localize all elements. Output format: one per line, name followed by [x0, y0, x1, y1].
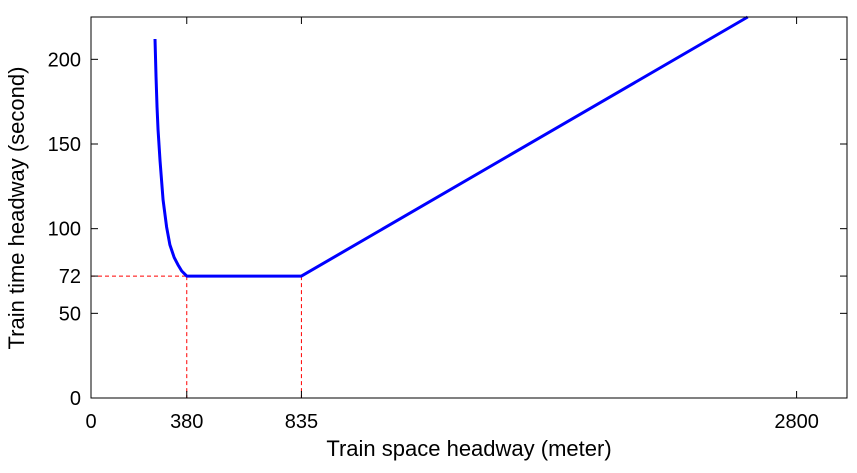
y-tick-label: 200 — [48, 49, 81, 71]
y-tick-label: 150 — [48, 134, 81, 156]
y-tick-label: 0 — [70, 388, 81, 410]
x-tick-label: 2800 — [774, 411, 819, 433]
data-line — [153, 15, 749, 278]
x-tick-label: 835 — [285, 411, 318, 433]
y-tick-label: 72 — [59, 266, 81, 288]
x-tick-label: 0 — [85, 411, 96, 433]
x-axis-label: Train space headway (meter) — [326, 436, 611, 461]
y-tick-label: 100 — [48, 219, 81, 241]
y-axis-label: Train time headway (second) — [4, 67, 29, 350]
y-tick-label: 50 — [59, 303, 81, 325]
plot-frame — [90, 16, 848, 399]
x-tick-label: 380 — [170, 411, 203, 433]
